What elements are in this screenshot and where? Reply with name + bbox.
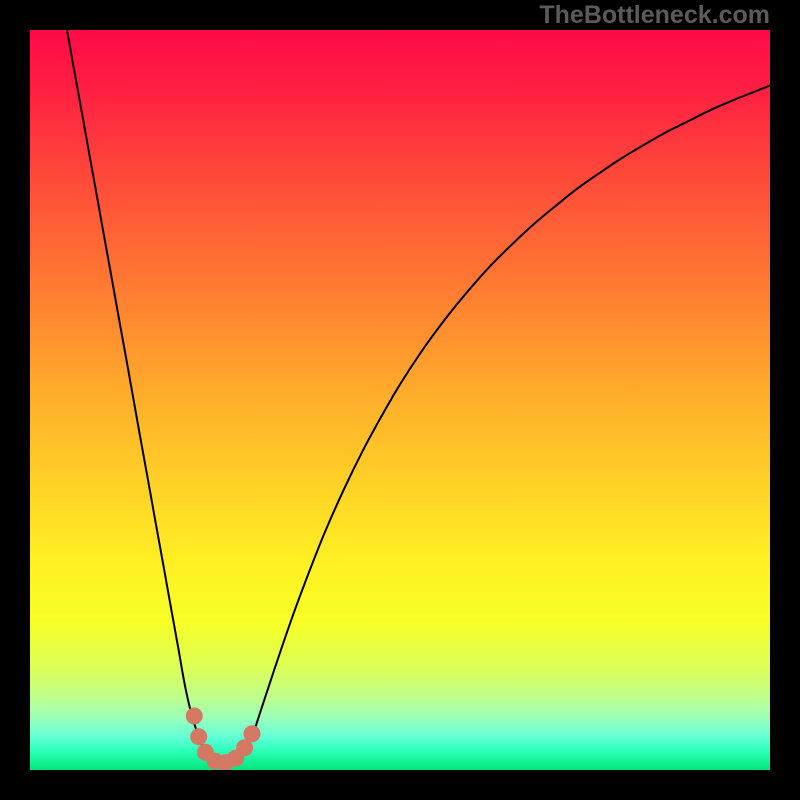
plot-svg	[30, 30, 770, 770]
valley-marker	[190, 728, 207, 745]
watermark-text: TheBottleneck.com	[539, 1, 770, 30]
valley-marker	[186, 707, 203, 724]
plot-area	[30, 30, 770, 770]
valley-marker	[244, 725, 261, 742]
chart-frame: TheBottleneck.com	[0, 0, 800, 800]
gradient-background	[30, 30, 770, 770]
